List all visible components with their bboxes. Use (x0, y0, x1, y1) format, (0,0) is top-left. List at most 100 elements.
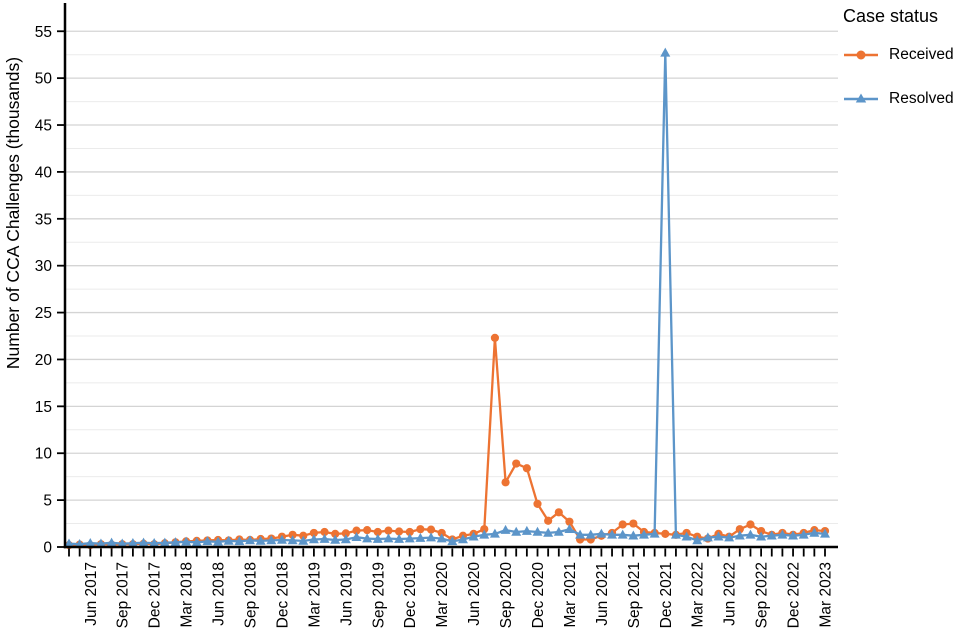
y-tick-label: 45 (35, 118, 52, 135)
resolved-point (468, 531, 479, 541)
resolved-point (702, 532, 713, 542)
resolved-point (276, 534, 287, 544)
legend-entry-resolved: Resolved (843, 90, 954, 108)
resolved-point (575, 529, 586, 539)
x-tick-label: Jun 2022 (722, 562, 739, 626)
x-tick-label: Mar 2019 (306, 562, 323, 627)
resolved-point (532, 526, 543, 536)
resolved-point (511, 526, 522, 536)
resolved-point (287, 535, 298, 545)
resolved-point (447, 536, 458, 546)
resolved-point (745, 529, 756, 539)
resolved-point (117, 538, 128, 548)
x-tick-label: Sep 2020 (498, 562, 515, 629)
legend-entry-received: Received (843, 46, 954, 64)
resolved-point (500, 524, 511, 534)
received-point (288, 530, 297, 539)
received-point (384, 526, 393, 535)
resolved-point (213, 536, 224, 546)
y-tick-label: 50 (35, 71, 53, 88)
resolved-point (649, 528, 660, 538)
received-point (554, 508, 563, 517)
resolved-point (681, 531, 692, 541)
resolved-point (170, 537, 181, 547)
resolved-point (74, 538, 85, 548)
received-point (544, 516, 553, 525)
resolved-line (67, 51, 827, 546)
x-tick-label: Jun 2019 (338, 562, 355, 626)
x-tick-label: Dec 2019 (402, 562, 419, 628)
resolved-point (756, 531, 767, 541)
resolved-point (394, 533, 405, 543)
x-tick-label: Jun 2018 (211, 562, 228, 626)
legend: Case status Received Resolved (843, 6, 954, 134)
resolved-point (553, 526, 564, 536)
resolved-point (202, 536, 213, 546)
x-tick-label: Sep 2017 (115, 562, 132, 628)
received-point (501, 478, 510, 487)
received-point (565, 517, 574, 526)
received-point (533, 499, 542, 508)
resolved-point (436, 533, 447, 543)
resolved-point (489, 528, 500, 538)
resolved-point (543, 527, 554, 537)
received-point (363, 526, 372, 535)
received-point (661, 529, 670, 538)
received-point (629, 519, 638, 528)
x-tick-label: Sep 2019 (370, 562, 387, 628)
y-tick-label: 35 (35, 211, 52, 228)
resolved-point (820, 528, 830, 538)
received-point (373, 527, 382, 537)
received-point (341, 529, 350, 538)
resolved-point (809, 527, 820, 537)
x-tick-label: Mar 2023 (818, 562, 835, 627)
resolved-point (191, 537, 202, 547)
resolved-point (85, 538, 96, 548)
received-point (309, 528, 319, 538)
y-tick-label: 15 (35, 399, 52, 416)
received-point (735, 525, 744, 534)
resolved-point (777, 529, 788, 539)
resolved-point (415, 532, 426, 542)
resolved-point (319, 533, 330, 543)
y-tick-label: 10 (35, 446, 53, 463)
resolved-point (457, 534, 468, 544)
resolved-point (372, 533, 383, 543)
resolved-point (255, 535, 266, 545)
received-point (352, 526, 361, 535)
resolved-point (617, 529, 628, 539)
x-tick-label: Dec 2018 (274, 562, 291, 628)
resolved-point (798, 529, 809, 539)
resolved-point (479, 529, 490, 539)
resolved-point (223, 535, 234, 545)
resolved-point (383, 533, 394, 543)
legend-label-resolved: Resolved (889, 90, 954, 107)
y-tick-label: 5 (43, 493, 52, 510)
resolved-point (734, 530, 745, 540)
resolved-point (351, 531, 362, 541)
received-line (67, 336, 827, 547)
x-tick-label: Mar 2021 (562, 562, 579, 627)
received-point (522, 464, 531, 473)
received-point (394, 527, 404, 536)
legend-title: Case status (843, 6, 939, 26)
received-point (416, 525, 425, 534)
resolved-point (426, 532, 437, 542)
resolved-line-triangle-icon (844, 93, 878, 103)
x-tick-label: Jun 2017 (83, 562, 100, 626)
x-tick-label: Sep 2018 (243, 562, 260, 628)
resolved-point (340, 534, 351, 544)
resolved-point (521, 525, 532, 535)
resolved-point (127, 538, 138, 548)
y-tick-label: 20 (35, 352, 53, 369)
x-tick-label: Mar 2020 (434, 562, 451, 628)
resolved-point (64, 538, 74, 548)
resolved-point (660, 47, 671, 57)
y-tick-label: 25 (35, 305, 52, 322)
received-point (437, 528, 446, 538)
resolved-point (308, 534, 319, 544)
y-axis-title: Number of CCA Challenges (thousands) (3, 57, 23, 369)
received-point (757, 526, 766, 536)
